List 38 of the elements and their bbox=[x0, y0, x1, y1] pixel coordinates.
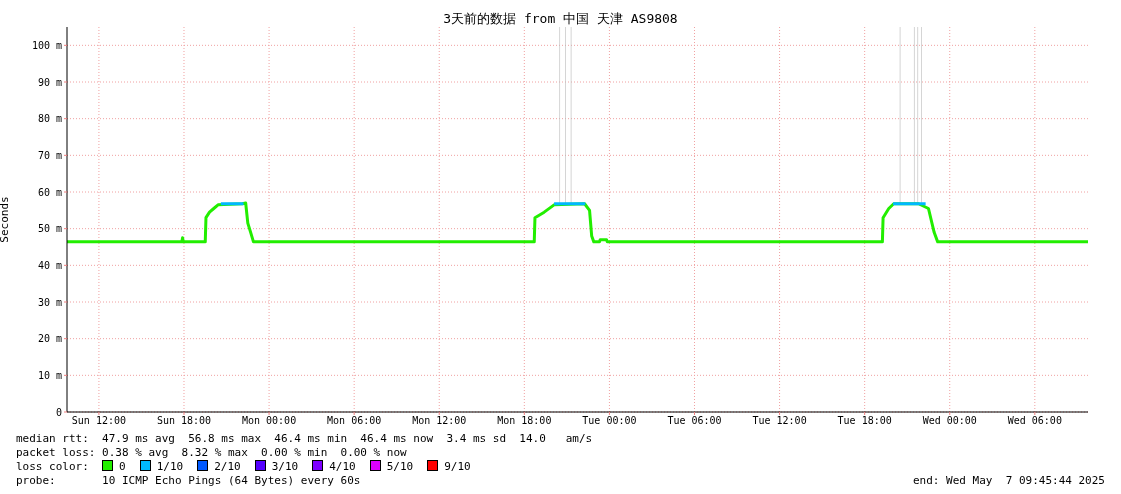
x-tick-label: Tue 00:00 bbox=[582, 415, 637, 427]
y-tick-label: 30 m bbox=[37, 296, 62, 308]
legend-label: 5/10 bbox=[385, 460, 414, 473]
legend-title: loss color: bbox=[16, 460, 90, 473]
x-tick-label: Mon 00:00 bbox=[241, 415, 297, 427]
x-tick-label: Mon 06:00 bbox=[327, 415, 382, 427]
x-tick-label: Wed 00:00 bbox=[922, 415, 977, 427]
legend-label: 3/10 bbox=[270, 460, 299, 473]
x-tick-label: Mon 18:00 bbox=[497, 415, 552, 427]
chart-title: 3天前的数据 from 中国 天津 AS9808 bbox=[442, 10, 679, 28]
legend-label: 2/10 bbox=[213, 460, 241, 473]
x-tick-label: Tue 18:00 bbox=[837, 415, 892, 427]
y-tick-label: 20 m bbox=[37, 333, 62, 345]
y-tick-label: 100 m bbox=[31, 39, 62, 51]
legend-label: 0 bbox=[118, 460, 126, 473]
x-tick-label: Tue 06:00 bbox=[667, 415, 722, 427]
line-series bbox=[67, 201, 1088, 244]
x-tick-label: Mon 12:00 bbox=[412, 415, 467, 427]
legend-label: 4/10 bbox=[328, 460, 356, 473]
text: end: Wed May 7 09:45:44 2025 bbox=[912, 474, 1105, 487]
x-tick-label: Wed 06:00 bbox=[1007, 415, 1062, 427]
y-tick-label: 80 m bbox=[37, 113, 62, 125]
y-tick-label: 0 bbox=[55, 406, 62, 418]
x-tick-label: Sun 18:00 bbox=[156, 415, 212, 427]
y-tick-label: 50 m bbox=[37, 223, 62, 235]
y-axis-title: Seconds bbox=[0, 196, 11, 243]
y-tick-label: 60 m bbox=[37, 186, 62, 198]
y-tick-label: 90 m bbox=[37, 76, 62, 88]
text: probe: 10 ICMP Echo Pings (64 Bytes) every 60s bbox=[16, 474, 362, 488]
y-tick-label: 40 m bbox=[37, 259, 62, 271]
y-tick-label: 10 m bbox=[37, 369, 62, 381]
legend-label: 1/10 bbox=[155, 460, 184, 473]
text: median rtt: 47.9 ms avg 56.8 ms max 46.4 ms min 46.4 ms now 3.4 ms sd 14.0 am/s bbox=[16, 432, 593, 446]
x-tick-label: Tue 12:00 bbox=[752, 415, 807, 427]
x-tick-label: Sun 12:00 bbox=[71, 415, 126, 427]
y-tick-label: 70 m bbox=[37, 149, 62, 161]
legend-label: 9/10 bbox=[443, 460, 471, 473]
text: packet loss: 0.38 % avg 8.32 % max 0.00 % min 0.00 % now bbox=[16, 446, 408, 460]
